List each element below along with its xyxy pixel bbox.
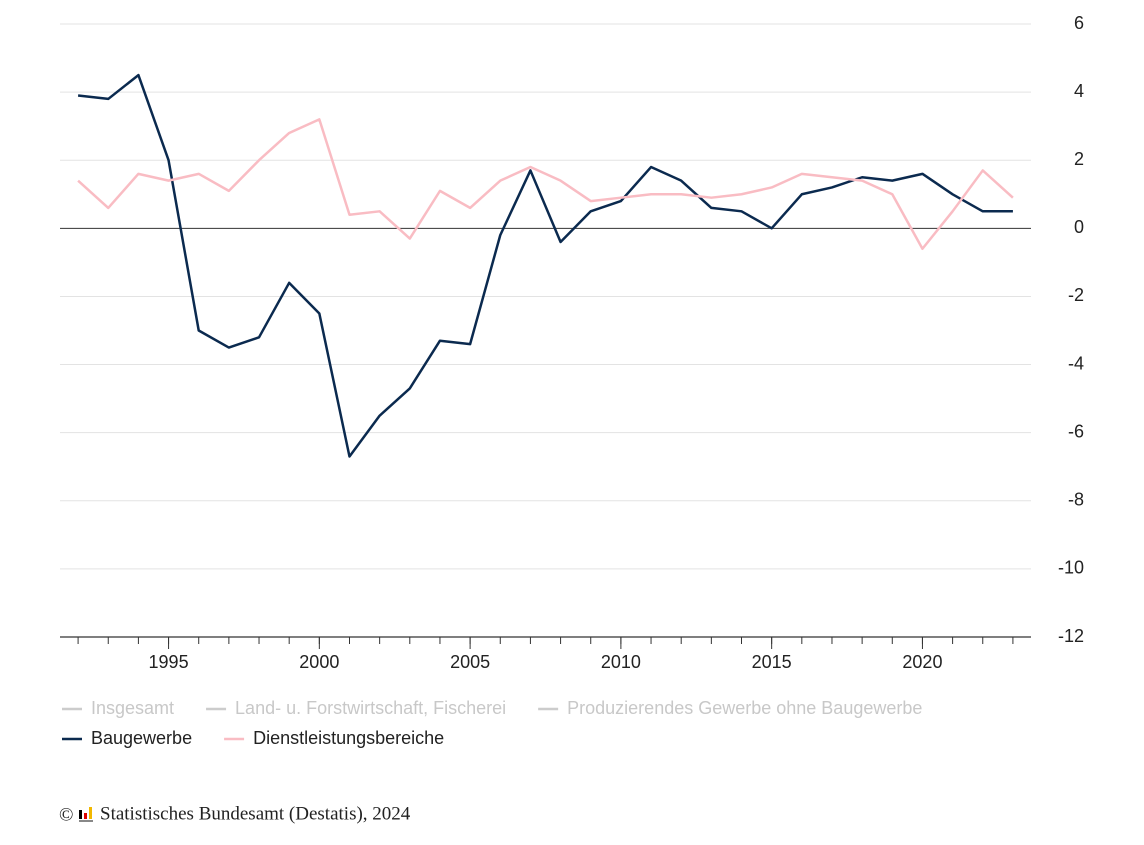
y-tick-label: 2: [1074, 149, 1084, 169]
line-series: [77, 73, 1013, 458]
y-tick-label: 6: [1074, 13, 1084, 33]
legend-label: Produzierendes Gewerbe ohne Baugewerbe: [567, 698, 922, 718]
y-tick-label: -12: [1058, 626, 1084, 646]
x-tick-label: 1995: [149, 652, 189, 672]
source: Statistisches Bundesamt (Destatis), 2024: [100, 803, 411, 824]
x-tick-label: 2015: [752, 652, 792, 672]
legend-label: Insgesamt: [91, 698, 174, 718]
x-tick-label: 2010: [601, 652, 641, 672]
y-tick-label: 4: [1074, 81, 1084, 101]
legend-label: Land- u. Forstwirtschaft, Fischerei: [235, 698, 506, 718]
x-tick-label: 2020: [902, 652, 942, 672]
y-tick-label: -6: [1068, 421, 1084, 441]
y-tick-label: 0: [1074, 217, 1084, 237]
y-tick-label: -10: [1058, 558, 1084, 578]
x-tick-label: 2005: [450, 652, 490, 672]
y-tick-label: -4: [1068, 353, 1084, 373]
x-tick-label: 2000: [299, 652, 339, 672]
y-tick-label: -2: [1068, 285, 1084, 305]
logo: [79, 807, 93, 822]
legend-label: Baugewerbe: [91, 728, 192, 748]
legend-label: Dienstleistungsbereiche: [253, 728, 444, 748]
copyright: ©: [59, 804, 73, 825]
line-series: [77, 118, 1014, 251]
y-tick-label: -8: [1068, 490, 1084, 510]
